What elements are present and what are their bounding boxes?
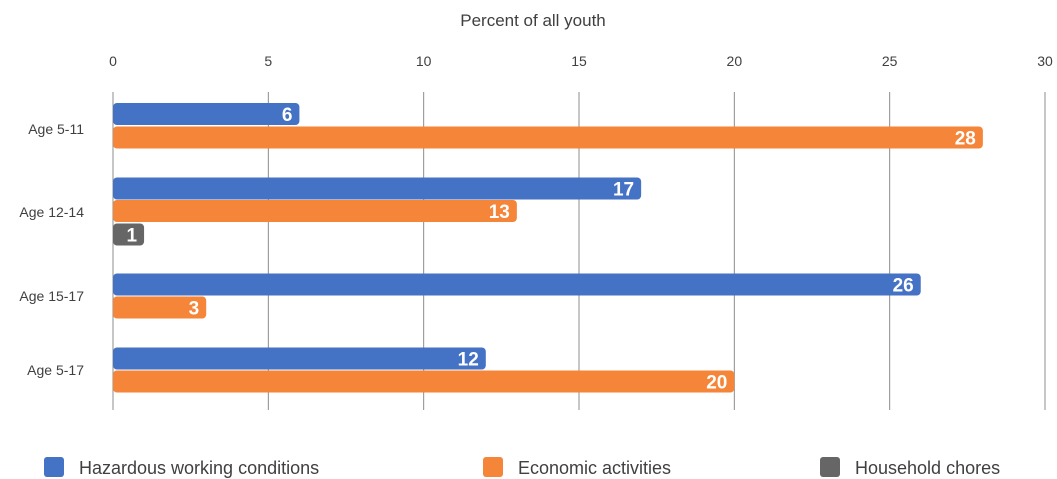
data-label: 3 xyxy=(189,299,200,320)
bar xyxy=(113,177,642,200)
x-tick-label: 30 xyxy=(1037,53,1053,69)
bar xyxy=(113,273,921,296)
category-label: Age 12-14 xyxy=(19,204,84,220)
bar xyxy=(113,347,486,370)
data-label: 26 xyxy=(893,276,914,297)
bars: 6 28 17 13 1 26 3 12 20 xyxy=(113,103,983,394)
x-tick-label: 5 xyxy=(264,53,272,69)
data-label: 6 xyxy=(282,105,293,126)
x-tick-label: 0 xyxy=(109,53,117,69)
x-axis-title: Percent of all youth xyxy=(460,11,606,30)
data-label: 1 xyxy=(126,226,137,247)
legend-label: Economic activities xyxy=(518,458,671,478)
bar xyxy=(113,296,207,319)
data-label: 12 xyxy=(458,350,479,371)
x-tick-label: 10 xyxy=(416,53,432,69)
data-label: 13 xyxy=(489,202,510,223)
x-tick-label: 20 xyxy=(727,53,743,69)
category-label: Age 15-17 xyxy=(19,288,84,304)
category-label: Age 5-17 xyxy=(27,362,84,378)
bar xyxy=(113,223,145,246)
legend: Hazardous working conditions Economic act… xyxy=(44,457,1000,478)
legend-swatch xyxy=(44,457,64,477)
data-label: 28 xyxy=(955,129,976,150)
bar xyxy=(113,126,983,149)
data-label: 17 xyxy=(613,180,634,201)
category-label: Age 5-11 xyxy=(28,121,84,137)
legend-swatch xyxy=(820,457,840,477)
data-label: 20 xyxy=(706,373,727,394)
x-tick-label: 15 xyxy=(571,53,587,69)
category-labels: Age 5-11 Age 12-14 Age 15-17 Age 5-17 xyxy=(19,121,84,378)
legend-label: Hazardous working conditions xyxy=(79,458,319,478)
legend-label: Household chores xyxy=(855,458,1000,478)
bar xyxy=(113,200,517,222)
x-tick-label: 25 xyxy=(882,53,898,69)
legend-swatch xyxy=(483,457,503,477)
bar xyxy=(113,103,300,125)
x-axis-ticks: 0 5 10 15 20 25 30 xyxy=(109,53,1053,69)
bar xyxy=(113,370,735,393)
